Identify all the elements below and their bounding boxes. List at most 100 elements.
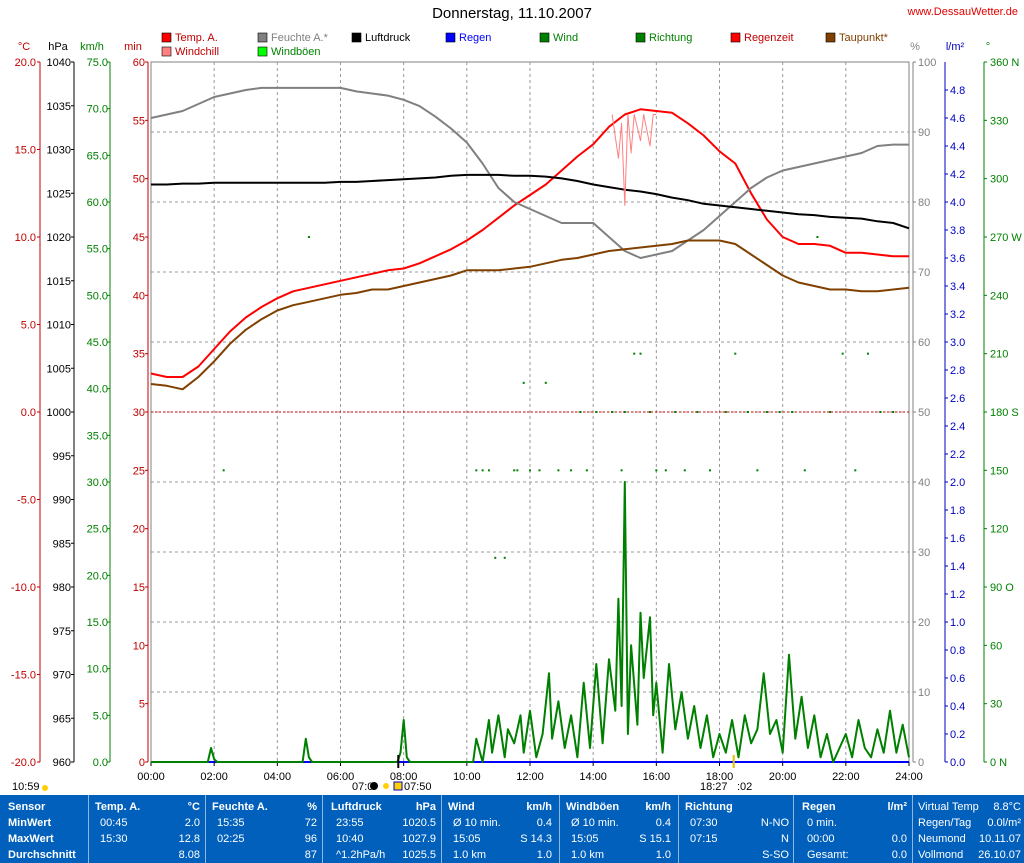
tick-label-humidity: 0	[918, 757, 924, 769]
tick-label-direction: 360 N	[990, 57, 1019, 69]
tick-label-rain: 4.0	[950, 197, 965, 209]
tick-label-pressure: 1025	[47, 188, 71, 200]
tick-label-rain_minutes: 45	[133, 232, 145, 244]
summary-header: Regen	[802, 801, 836, 813]
series-line-wind	[151, 481, 910, 763]
legend: Temp. A. Windchill Feuchte A.* Windböen Luft…	[161, 32, 889, 58]
direction-point	[803, 469, 806, 472]
tick-label-wind: 55.0	[87, 244, 108, 256]
summary-temp: 8.08	[178, 849, 200, 861]
legend-label: Feuchte A.*	[271, 32, 329, 44]
panel-separator	[441, 795, 442, 863]
tick-label-humidity: 10	[918, 687, 930, 699]
time-tick-label: 22:00	[832, 771, 860, 783]
legend-swatch	[257, 32, 268, 43]
legend-swatch	[730, 32, 741, 43]
summary-dir: N-NO	[760, 817, 789, 829]
tick-label-pressure: 965	[53, 713, 71, 725]
site-link[interactable]: www.DessauWetter.de	[907, 6, 1018, 18]
summary-temp: 2.0	[184, 817, 200, 829]
tick-label-direction: 60	[990, 640, 1002, 652]
direction-point	[557, 469, 560, 472]
series-line-taupunkt-	[150, 239, 910, 391]
tick-label-rain: 4.4	[950, 141, 965, 153]
legend-label: Luftdruck	[365, 32, 411, 44]
tick-label-wind: 40.0	[87, 384, 108, 396]
moon-icon	[370, 782, 378, 790]
summary-header: Sensor	[8, 801, 46, 813]
legend-label: Windböen	[271, 46, 321, 58]
summary-temp: 12.8	[178, 833, 200, 845]
tick-label-wind: 65.0	[87, 150, 108, 162]
sunrise-icon	[393, 781, 403, 791]
axis-unit-pressure: hPa	[48, 41, 68, 53]
tick-label-rain_minutes: 30	[133, 407, 145, 419]
legend-label: Taupunkt*	[839, 32, 889, 44]
summary-wind-label: Ø 10 min.	[453, 817, 501, 829]
direction-point	[655, 469, 658, 472]
tick-label-wind: 45.0	[87, 337, 108, 349]
direction-point	[570, 469, 573, 472]
summary-panel: Sensor Temp. A. °C Feuchte A.% Luftdruck hPa W…	[0, 795, 1024, 863]
summary-temp-time: 00:45	[100, 817, 128, 829]
direction-point	[544, 381, 547, 384]
time-tick-label: 04:00	[264, 771, 292, 783]
series-lines	[150, 86, 910, 763]
tick-label-rain_minutes: 55	[133, 115, 145, 127]
panel-separator	[559, 795, 560, 863]
tick-label-temp: 0.0	[21, 407, 36, 419]
tick-label-humidity: 60	[918, 337, 930, 349]
legend-swatch	[257, 46, 268, 57]
summary-press: 1027.9	[402, 833, 436, 845]
summary-press: 1020.5	[402, 817, 436, 829]
direction-point	[791, 411, 794, 413]
direction-point	[765, 411, 768, 413]
tick-label-rain_minutes: 15	[133, 582, 145, 594]
axis-unit-direction: °	[986, 41, 990, 53]
direction-point	[892, 411, 895, 413]
direction-point	[307, 236, 310, 238]
tick-label-humidity: 20	[918, 617, 930, 629]
tick-label-rain: 3.6	[950, 253, 965, 265]
tick-label-pressure: 985	[53, 538, 71, 550]
time-tick-label: 18:00	[706, 771, 734, 783]
tick-label-rain: 3.2	[950, 309, 965, 321]
tick-label-temp: -5.0	[17, 495, 36, 507]
tick-label-pressure: 980	[53, 582, 71, 594]
summary-gust: 0.4	[655, 817, 671, 829]
summary-hum-time: 02:25	[217, 833, 245, 845]
time-tick-label: 12:00	[516, 771, 544, 783]
summary-header: l/m²	[887, 801, 907, 813]
tick-label-rain: 2.2	[950, 449, 965, 461]
summary-wind: 0.4	[536, 817, 552, 829]
tick-label-wind: 50.0	[87, 290, 108, 302]
summary-extra-value: 0.0l/m²	[987, 817, 1021, 829]
summary-temp-time: 15:30	[100, 833, 128, 845]
tick-label-rain: 2.6	[950, 393, 965, 405]
tick-label-direction: 210	[990, 349, 1008, 361]
direction-point	[778, 411, 781, 413]
legend-label: Richtung	[649, 32, 692, 44]
sun-small-icon	[42, 785, 48, 791]
tick-label-rain: 3.8	[950, 225, 965, 237]
tick-label-rain: 0.6	[950, 673, 965, 685]
sun-marks: 07:0 07:50 18:27:02 10:59	[12, 755, 752, 793]
tick-label-pressure: 1040	[47, 57, 71, 69]
direction-point	[481, 469, 484, 472]
sunset-time-label: 18:27	[700, 781, 728, 793]
tick-label-rain: 1.2	[950, 589, 965, 601]
time-tick-label: 02:00	[200, 771, 228, 783]
summary-hum-time: 15:35	[217, 817, 245, 829]
tick-label-pressure: 1020	[47, 232, 71, 244]
direction-point	[503, 556, 506, 559]
summary-press: 1025.5	[402, 849, 436, 861]
direction-point	[664, 469, 667, 472]
direction-point	[841, 352, 844, 355]
tick-label-rain_minutes: 35	[133, 349, 145, 361]
legend-swatch	[825, 32, 836, 43]
summary-wind-label: 15:05	[453, 833, 481, 845]
direction-point	[611, 411, 614, 413]
legend-swatch	[539, 32, 550, 43]
tick-label-humidity: 70	[918, 267, 930, 279]
tick-label-rain: 3.4	[950, 281, 965, 293]
